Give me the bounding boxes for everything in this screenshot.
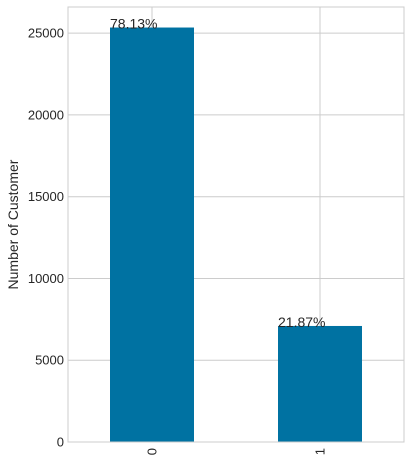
data-labels: 78.13% 21.87% (110, 16, 325, 330)
y-tick-label: 5000 (35, 353, 64, 368)
y-axis-label: Number of Customer (5, 159, 21, 289)
y-tick-label: 15000 (28, 189, 64, 204)
bar-1 (278, 325, 362, 442)
y-tick-label: 10000 (28, 271, 64, 286)
y-tick-label: 0 (57, 435, 64, 450)
x-tick-label: 1 (313, 448, 328, 455)
y-tick-label: 20000 (28, 107, 64, 122)
y-tick-label: 25000 (28, 26, 64, 41)
y-axis-ticks: 0 5000 10000 15000 20000 25000 (28, 26, 64, 450)
data-label-1: 21.87% (278, 314, 325, 330)
bar-0 (110, 27, 194, 442)
data-label-0: 78.13% (110, 16, 157, 32)
bars (110, 27, 362, 442)
x-tick-label: 0 (145, 448, 160, 455)
plot-frame (67, 6, 405, 443)
